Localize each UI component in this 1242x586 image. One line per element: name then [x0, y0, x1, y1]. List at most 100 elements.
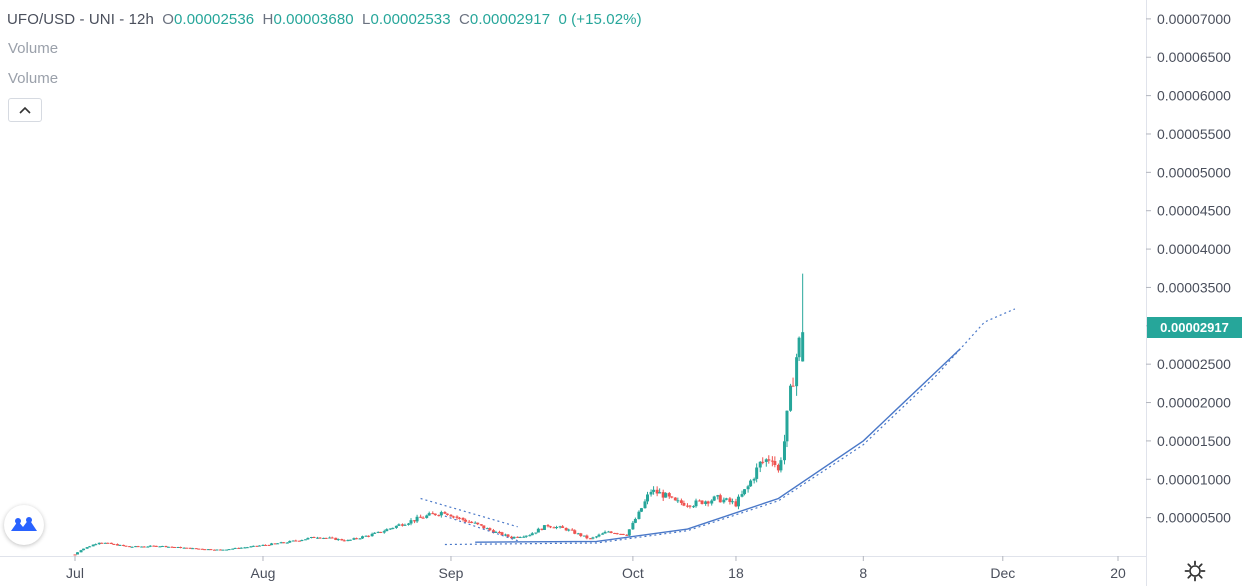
candle-body: [609, 531, 613, 533]
candle-body: [285, 542, 289, 544]
time-axis[interactable]: Jul Aug Sep Oct 18 8 Dec 20: [66, 556, 1126, 581]
candle-body: [160, 545, 164, 547]
candle-body: [403, 524, 407, 526]
candle-body: [407, 523, 411, 525]
symbol-title[interactable]: UFO/USD - UNI - 12h: [7, 11, 154, 28]
candle-body: [194, 548, 198, 550]
candle-body: [607, 531, 611, 533]
trendline-drawings: [420, 308, 1016, 546]
candle-body: [467, 521, 471, 523]
candle-body: [279, 542, 283, 544]
candle-body: [118, 544, 122, 546]
candle-body: [306, 537, 310, 540]
trendline-curve-solid[interactable]: [475, 348, 961, 543]
candle-body: [546, 525, 550, 527]
collapse-indicators-button[interactable]: [8, 98, 42, 122]
tradingview-logo[interactable]: [4, 505, 44, 545]
candle-body: [76, 552, 79, 555]
candle-body: [643, 501, 647, 509]
candle-body: [585, 535, 589, 539]
candle-body: [619, 533, 623, 535]
candle-body: [627, 529, 631, 536]
candle-body: [789, 385, 793, 411]
candle-body: [245, 547, 249, 549]
candle-body: [431, 513, 435, 515]
candle-body: [328, 537, 332, 539]
candle-body: [782, 441, 786, 461]
candle-body: [370, 533, 374, 537]
candle-body: [361, 536, 365, 539]
candle-body: [112, 543, 116, 545]
candle-body: [336, 539, 340, 541]
candle-body: [561, 526, 565, 528]
candle-body: [346, 540, 350, 542]
candle-body: [255, 545, 259, 547]
candle-body: [257, 545, 261, 547]
high-label: H: [262, 11, 274, 28]
x-tick-label: 8: [859, 565, 867, 581]
candle-body: [409, 520, 413, 524]
candle-body: [749, 480, 753, 487]
candle-body: [115, 544, 119, 546]
candle-body: [740, 494, 744, 497]
candle-body: [85, 547, 89, 549]
candle-body: [276, 543, 280, 545]
candle-body: [567, 529, 571, 531]
volume-label[interactable]: Volume: [8, 70, 59, 87]
candle-body: [555, 527, 559, 529]
candle-body: [352, 538, 356, 540]
candle-body: [534, 532, 538, 534]
candle-body: [649, 491, 653, 495]
candle-body: [267, 544, 271, 546]
candle-body: [82, 548, 86, 551]
change-value: 0 (+15.02%): [558, 11, 642, 28]
x-tick-label: Dec: [990, 565, 1015, 581]
trendline-wedge-upper[interactable]: [420, 497, 518, 528]
price-axis[interactable]: 0.00000500 0.00001000 0.00001500 0.00002000…: [1146, 11, 1231, 526]
candle-body: [400, 524, 404, 526]
candle-body: [704, 501, 708, 504]
candle-body: [243, 547, 247, 549]
candle-body: [524, 535, 528, 537]
candle-body: [379, 531, 383, 533]
candle-body: [413, 520, 417, 522]
candle-body: [318, 537, 322, 539]
candle-body: [558, 526, 562, 528]
candle-body: [182, 547, 186, 549]
candle-body: [200, 548, 204, 550]
candle-body: [773, 461, 777, 465]
candle-body: [512, 536, 516, 539]
candle-body: [103, 542, 107, 544]
candle-body: [639, 508, 643, 512]
candle-body: [443, 512, 447, 514]
candle-body: [658, 492, 662, 494]
candle-body: [455, 516, 459, 518]
gear-icon[interactable]: [1184, 560, 1206, 582]
y-tick-label: 0.00002500: [1157, 356, 1231, 372]
candle-body: [166, 546, 170, 548]
candle-body: [576, 533, 580, 535]
trendline-curve-dotted[interactable]: [444, 308, 1016, 546]
candle-body: [425, 515, 429, 518]
volume-label[interactable]: Volume: [8, 40, 59, 57]
candle-body: [482, 525, 486, 529]
candle-body: [136, 546, 140, 548]
candle-body: [679, 500, 683, 503]
candle-body: [564, 527, 568, 531]
candle-body: [795, 357, 799, 387]
candle-body: [134, 546, 138, 548]
candle-body: [330, 537, 334, 539]
candle-body: [652, 489, 656, 492]
candle-body: [728, 498, 732, 502]
candle-body: [591, 537, 595, 539]
trendline-wedge-lower[interactable]: [444, 515, 518, 542]
candle-body: [476, 522, 480, 525]
y-tick-label: 0.00001000: [1157, 471, 1231, 487]
candle-body: [712, 496, 716, 501]
candle-body: [146, 546, 150, 548]
candle-body: [542, 525, 546, 530]
candle-body: [364, 535, 368, 537]
candle-body: [88, 546, 92, 548]
candle-body: [470, 521, 474, 523]
